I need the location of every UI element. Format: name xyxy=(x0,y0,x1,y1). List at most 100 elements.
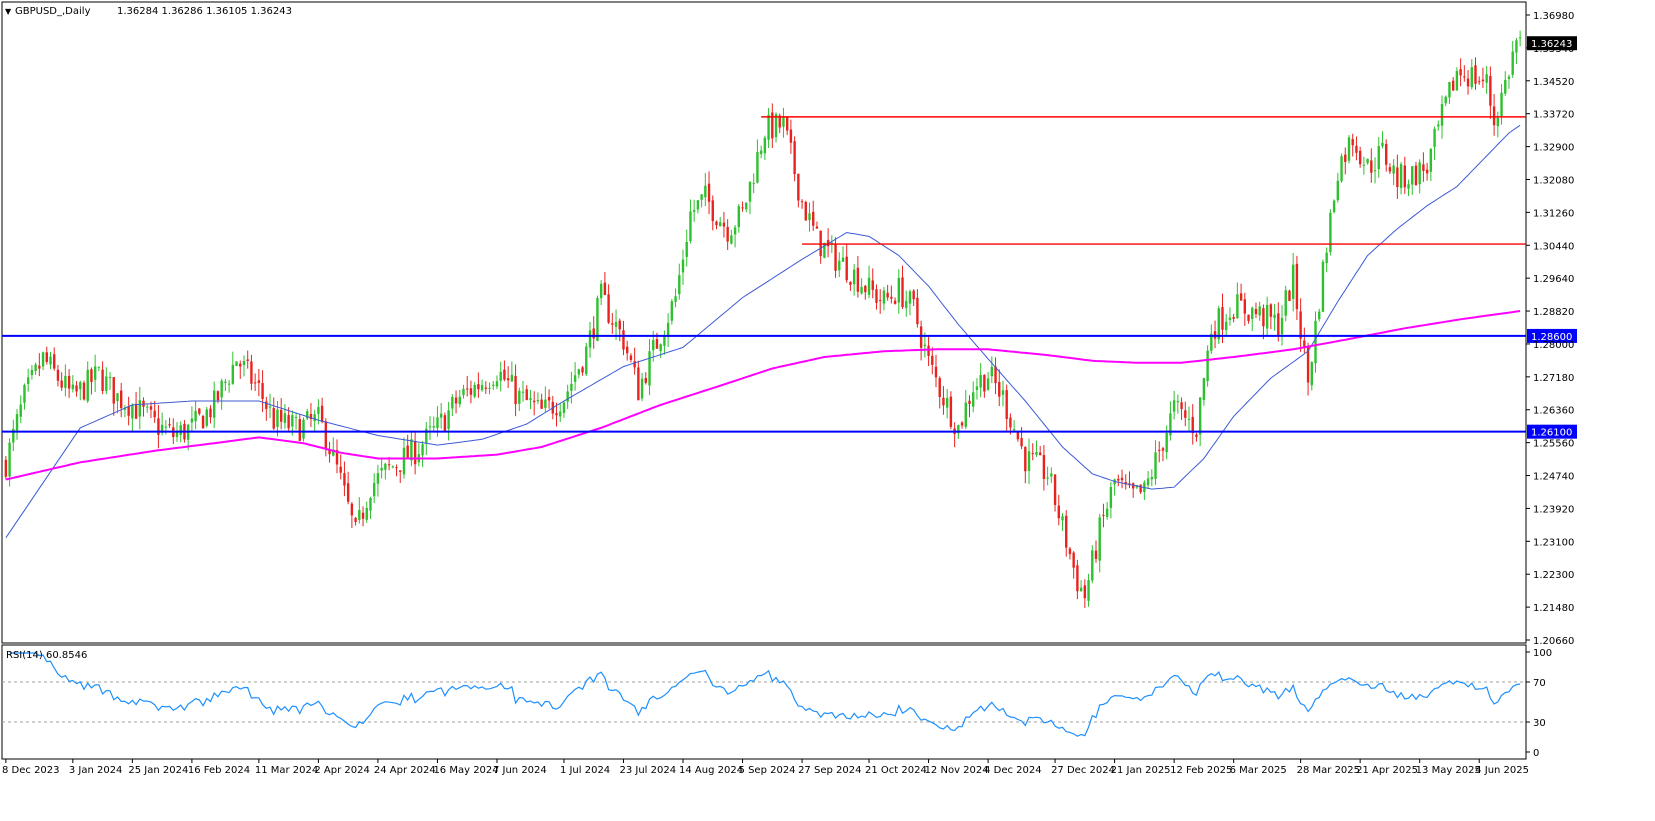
candle-body xyxy=(1485,74,1488,83)
candle xyxy=(279,398,283,430)
candle xyxy=(570,371,573,404)
candle xyxy=(611,312,614,334)
candle-body xyxy=(901,277,904,308)
candle-body xyxy=(287,415,290,429)
candle-body xyxy=(733,227,737,235)
candle xyxy=(1094,540,1098,563)
candle xyxy=(707,171,711,215)
candle xyxy=(205,406,208,428)
candle xyxy=(1068,546,1072,560)
candle-body xyxy=(1284,290,1287,316)
candle-body xyxy=(711,200,714,222)
candle xyxy=(1236,282,1239,319)
candle xyxy=(979,363,982,398)
candle xyxy=(1414,161,1418,186)
candle-body xyxy=(1411,166,1414,185)
candle xyxy=(648,339,651,396)
rsi-title: RSI(14) 60.8546 xyxy=(6,650,87,661)
candle-body xyxy=(1001,390,1005,395)
candle-body xyxy=(473,384,476,397)
candle xyxy=(719,217,722,227)
candle-body xyxy=(346,483,350,502)
candle-body xyxy=(1206,350,1209,382)
candle-body xyxy=(138,400,142,417)
candle xyxy=(852,264,856,296)
candle-body xyxy=(332,449,335,456)
candle xyxy=(986,371,990,391)
candle-body xyxy=(1500,92,1503,116)
candle-body xyxy=(439,413,443,418)
candle xyxy=(838,252,841,278)
candle-body xyxy=(257,380,261,383)
support-price-tag xyxy=(1527,424,1577,439)
candle-body xyxy=(893,300,897,304)
candle xyxy=(1295,255,1299,321)
support-price-label: 1.28600 xyxy=(1531,332,1572,343)
candle-body xyxy=(938,378,941,397)
candle xyxy=(1288,289,1291,302)
candle-body xyxy=(588,330,592,348)
candle xyxy=(1299,298,1302,352)
candles xyxy=(4,30,1522,608)
candle-body xyxy=(890,296,893,299)
candle xyxy=(581,365,584,376)
candle-body xyxy=(599,283,603,299)
candle xyxy=(298,413,301,442)
candle-body xyxy=(1225,321,1228,331)
y-tick-label: 1.24740 xyxy=(1533,472,1574,483)
candle xyxy=(1128,471,1131,489)
candle-body xyxy=(413,441,417,465)
candle xyxy=(1109,481,1113,519)
candle-body xyxy=(276,409,279,427)
candle xyxy=(700,193,703,208)
candle-body xyxy=(454,397,458,404)
candle xyxy=(1206,345,1209,387)
candle-body xyxy=(774,114,778,138)
candle-body xyxy=(1120,477,1124,481)
candle xyxy=(860,278,863,295)
candle-body xyxy=(60,380,63,388)
candle-body xyxy=(1005,390,1008,419)
candle xyxy=(1150,469,1154,487)
candle xyxy=(1478,76,1481,85)
candle xyxy=(198,408,201,416)
candle xyxy=(417,443,421,467)
candle xyxy=(146,403,149,413)
candle xyxy=(1418,159,1421,194)
candle xyxy=(324,418,328,457)
candle xyxy=(1210,324,1213,354)
candle xyxy=(23,383,26,410)
candle xyxy=(1425,162,1429,181)
candle-body xyxy=(759,150,763,154)
candle xyxy=(41,351,45,371)
candle xyxy=(1422,152,1425,182)
candle-body xyxy=(101,369,104,391)
candle xyxy=(19,395,22,423)
candle-body xyxy=(458,396,461,405)
candle-body xyxy=(164,426,168,428)
candle-body xyxy=(365,508,368,520)
candle-body xyxy=(1012,429,1016,431)
candle-body xyxy=(581,367,584,373)
candle-body xyxy=(1463,76,1466,78)
candle-body xyxy=(596,298,599,341)
candle xyxy=(711,195,714,231)
candle-body xyxy=(1243,299,1247,314)
candle xyxy=(919,320,923,361)
candle-body xyxy=(629,355,633,361)
candle-body xyxy=(406,445,409,459)
candle-body xyxy=(402,447,406,475)
candle-body xyxy=(1381,142,1384,147)
candle xyxy=(451,394,454,417)
candle-body xyxy=(291,415,294,427)
candle-body xyxy=(1314,320,1317,364)
candle-body xyxy=(15,414,19,431)
collapse-triangle-icon[interactable]: ▼ xyxy=(5,7,12,16)
candle-body xyxy=(30,370,34,376)
candle xyxy=(678,263,681,300)
candle-body xyxy=(1109,486,1113,508)
candle xyxy=(1042,445,1046,491)
candle xyxy=(350,502,354,529)
y-tick-label: 1.28000 xyxy=(1533,340,1574,351)
candle-body xyxy=(26,377,30,384)
